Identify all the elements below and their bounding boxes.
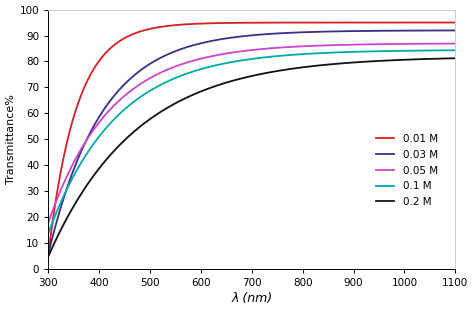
0.05 M	[440, 42, 446, 45]
0.01 M	[46, 252, 51, 256]
Line: 0.01 M: 0.01 M	[48, 22, 456, 254]
0.1 M	[233, 59, 238, 63]
0.2 M	[46, 254, 51, 258]
Line: 0.2 M: 0.2 M	[48, 58, 456, 256]
0.1 M	[366, 49, 372, 53]
0.1 M	[66, 183, 72, 187]
Line: 0.05 M: 0.05 M	[48, 44, 456, 222]
0.03 M	[440, 29, 446, 32]
0.2 M	[441, 57, 447, 60]
Line: 0.03 M: 0.03 M	[48, 30, 456, 254]
0.2 M	[366, 60, 372, 63]
0.2 M	[244, 75, 249, 79]
Y-axis label: Transmittance%: Transmittance%	[6, 95, 16, 184]
Legend: 0.01 M, 0.03 M, 0.05 M, 0.1 M, 0.2 M: 0.01 M, 0.03 M, 0.05 M, 0.1 M, 0.2 M	[372, 130, 442, 211]
0.05 M	[366, 43, 372, 46]
0.2 M	[66, 212, 72, 216]
0.03 M	[233, 35, 238, 39]
0.1 M	[244, 58, 249, 62]
0.03 M	[453, 29, 458, 32]
0.05 M	[244, 49, 249, 53]
0.1 M	[441, 49, 447, 52]
0.1 M	[453, 49, 458, 52]
0.05 M	[453, 42, 458, 45]
0.01 M	[366, 21, 372, 24]
0.1 M	[46, 231, 51, 235]
0.01 M	[233, 21, 238, 25]
0.03 M	[244, 34, 249, 38]
0.03 M	[366, 29, 372, 33]
0.05 M	[46, 220, 51, 224]
0.01 M	[453, 21, 458, 24]
0.01 M	[441, 21, 447, 24]
0.05 M	[66, 170, 72, 174]
0.2 M	[453, 56, 458, 60]
0.2 M	[440, 57, 446, 60]
0.01 M	[244, 21, 249, 25]
0.03 M	[441, 29, 447, 32]
0.1 M	[440, 49, 446, 52]
0.01 M	[66, 132, 72, 135]
0.03 M	[66, 180, 72, 184]
0.03 M	[46, 252, 51, 256]
0.01 M	[440, 21, 446, 24]
X-axis label: λ (nm): λ (nm)	[231, 292, 273, 305]
Line: 0.1 M: 0.1 M	[48, 50, 456, 233]
0.2 M	[233, 78, 238, 82]
0.05 M	[233, 50, 238, 54]
0.05 M	[441, 42, 447, 45]
